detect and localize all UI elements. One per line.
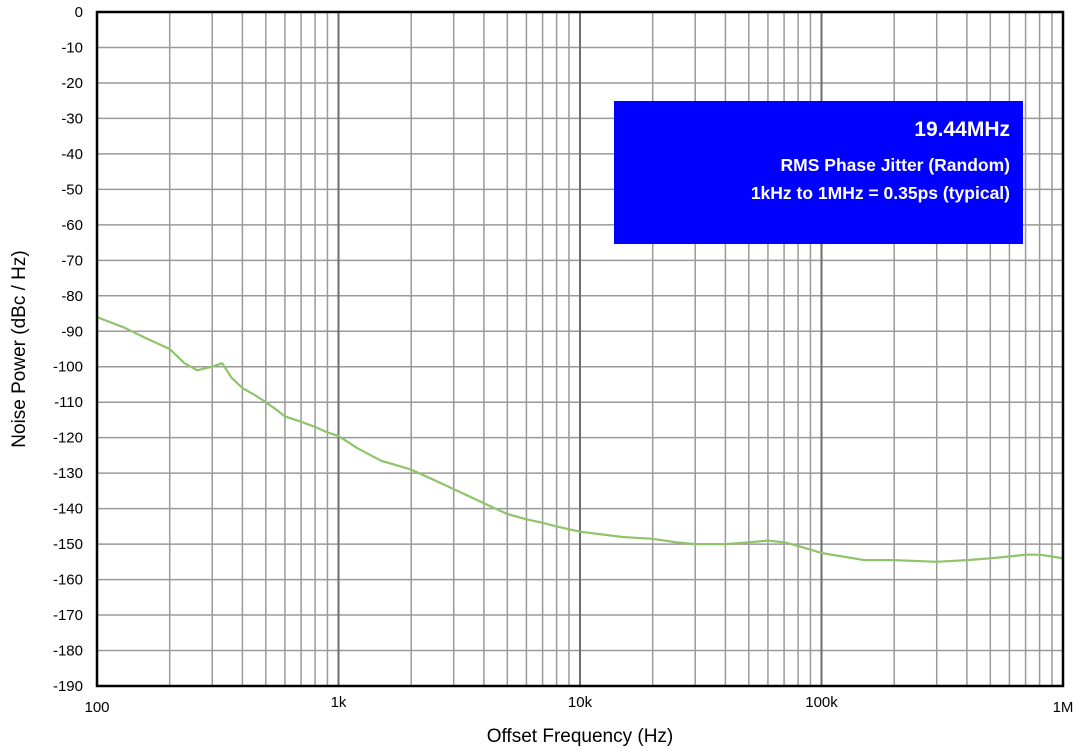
y-tick-label: -130 [53, 465, 83, 482]
y-tick-label: -20 [61, 75, 83, 92]
y-tick-label: -100 [53, 359, 83, 376]
info-box-line-2: 1kHz to 1MHz = 0.35ps (typical) [751, 183, 1010, 203]
y-tick-label: -60 [61, 217, 83, 234]
noise-power-series-line [96, 316, 1064, 563]
y-tick-label: -70 [61, 252, 83, 269]
y-tick-label: -30 [61, 110, 83, 127]
y-axis-title: Noise Power (dBc / Hz) [9, 250, 30, 447]
info-box-background [614, 101, 1023, 244]
x-tick-label: 10k [568, 694, 593, 711]
x-tick-label: 1k [331, 694, 347, 711]
x-axis-title: Offset Frequency (Hz) [487, 726, 674, 747]
y-tick-label: -40 [61, 146, 83, 163]
x-tick-label: 100 [84, 699, 109, 716]
y-tick-label: -170 [53, 607, 83, 624]
plot-frame [95, 10, 1065, 688]
y-tick-label: 0 [75, 4, 83, 21]
info-box: 19.44MHz RMS Phase Jitter (Random) 1kHz … [614, 101, 1023, 244]
x-tick-labels: 100 1k 10k 100k 1M [84, 694, 1073, 716]
y-tick-label: -80 [61, 288, 83, 305]
y-tick-label: -120 [53, 430, 83, 447]
y-tick-label: -140 [53, 501, 83, 518]
y-tick-label: -160 [53, 572, 83, 589]
info-box-line-1: RMS Phase Jitter (Random) [781, 155, 1010, 175]
y-tick-label: -50 [61, 181, 83, 198]
y-tick-label: -190 [53, 678, 83, 695]
y-tick-labels: 0 -10 -20 -30 -40 -50 -60 -70 -80 -90 -100 -110 -120… [53, 4, 83, 695]
x-tick-label: 1M [1053, 699, 1074, 716]
x-tick-label: 100k [805, 694, 838, 711]
y-tick-label: -110 [54, 394, 83, 411]
y-tick-label: -150 [53, 536, 83, 553]
y-tick-label: -90 [61, 323, 83, 340]
y-tick-label: -10 [61, 39, 83, 56]
info-box-title: 19.44MHz [914, 118, 1010, 141]
y-tick-label: -180 [53, 643, 83, 660]
